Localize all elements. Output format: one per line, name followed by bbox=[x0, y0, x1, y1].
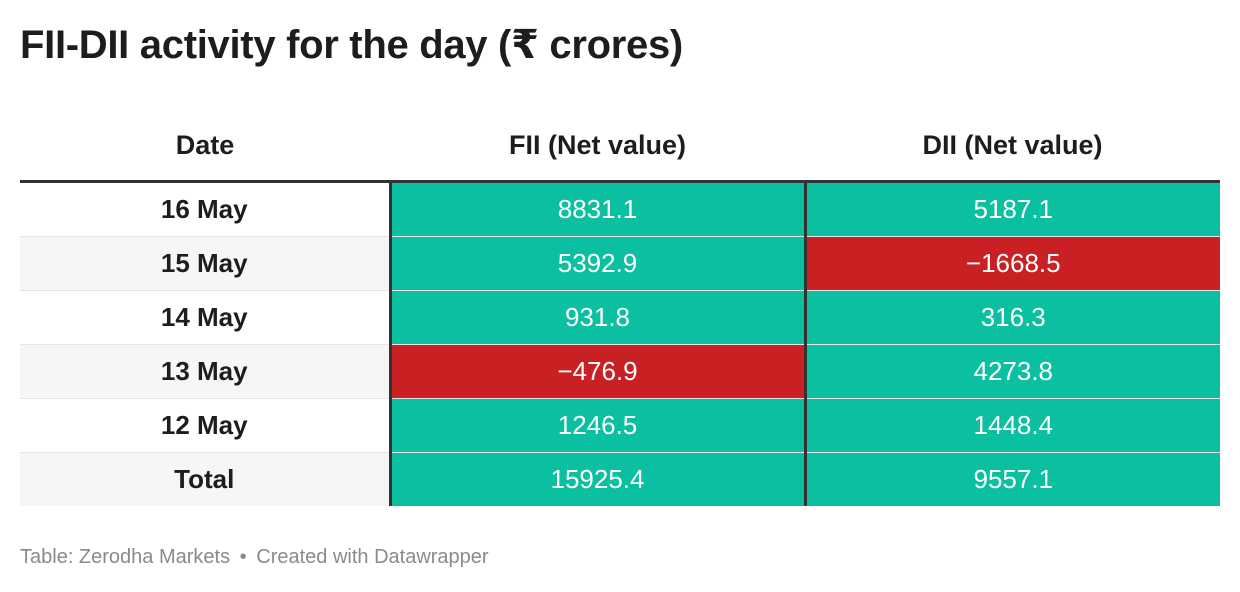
total-row: Total 15925.4 9557.1 bbox=[20, 452, 1220, 506]
credit-link[interactable]: Created with Datawrapper bbox=[256, 546, 489, 568]
dii-value-cell: −1668.5 bbox=[803, 236, 1220, 291]
fii-value-cell: 5392.9 bbox=[388, 236, 805, 291]
table-row: 13 May −476.9 4273.8 bbox=[20, 344, 1220, 399]
table-row: 15 May 5392.9 −1668.5 bbox=[20, 236, 1220, 291]
fii-value-cell: −476.9 bbox=[388, 344, 805, 399]
column-header-dii[interactable]: DII (Net value) bbox=[805, 110, 1220, 183]
dii-value-cell: 1448.4 bbox=[803, 398, 1220, 453]
column-header-fii[interactable]: FII (Net value) bbox=[390, 110, 805, 183]
date-cell: 16 May bbox=[20, 181, 390, 237]
dii-total-cell: 9557.1 bbox=[803, 452, 1220, 506]
header-row: Date FII (Net value) DII (Net value) bbox=[20, 110, 1220, 183]
table-row: 14 May 931.8 316.3 bbox=[20, 290, 1220, 345]
footer-separator: • bbox=[239, 546, 247, 568]
table-row: 16 May 8831.1 5187.1 bbox=[20, 181, 1220, 237]
dii-value-cell: 4273.8 bbox=[803, 344, 1220, 399]
dii-value-cell: 316.3 bbox=[803, 290, 1220, 345]
chart-footer: Table: Zerodha Markets • Created with Da… bbox=[20, 546, 489, 569]
column-header-date[interactable]: Date bbox=[20, 110, 390, 183]
table-row: 12 May 1246.5 1448.4 bbox=[20, 398, 1220, 453]
chart-title: FII-DII activity for the day (₹ crores) bbox=[20, 23, 683, 67]
fii-value-cell: 1246.5 bbox=[388, 398, 805, 453]
fii-total-cell: 15925.4 bbox=[388, 452, 805, 506]
fii-value-cell: 8831.1 bbox=[388, 181, 805, 237]
fii-value-cell: 931.8 bbox=[388, 290, 805, 345]
date-cell: 13 May bbox=[20, 344, 390, 399]
date-cell: 15 May bbox=[20, 236, 390, 291]
dii-value-cell: 5187.1 bbox=[803, 181, 1220, 237]
date-cell: 12 May bbox=[20, 398, 390, 453]
total-label-cell: Total bbox=[20, 452, 390, 506]
date-cell: 14 May bbox=[20, 290, 390, 345]
data-table: Date FII (Net value) DII (Net value) 16 … bbox=[20, 110, 1220, 506]
source-note: Table: Zerodha Markets bbox=[20, 546, 231, 568]
